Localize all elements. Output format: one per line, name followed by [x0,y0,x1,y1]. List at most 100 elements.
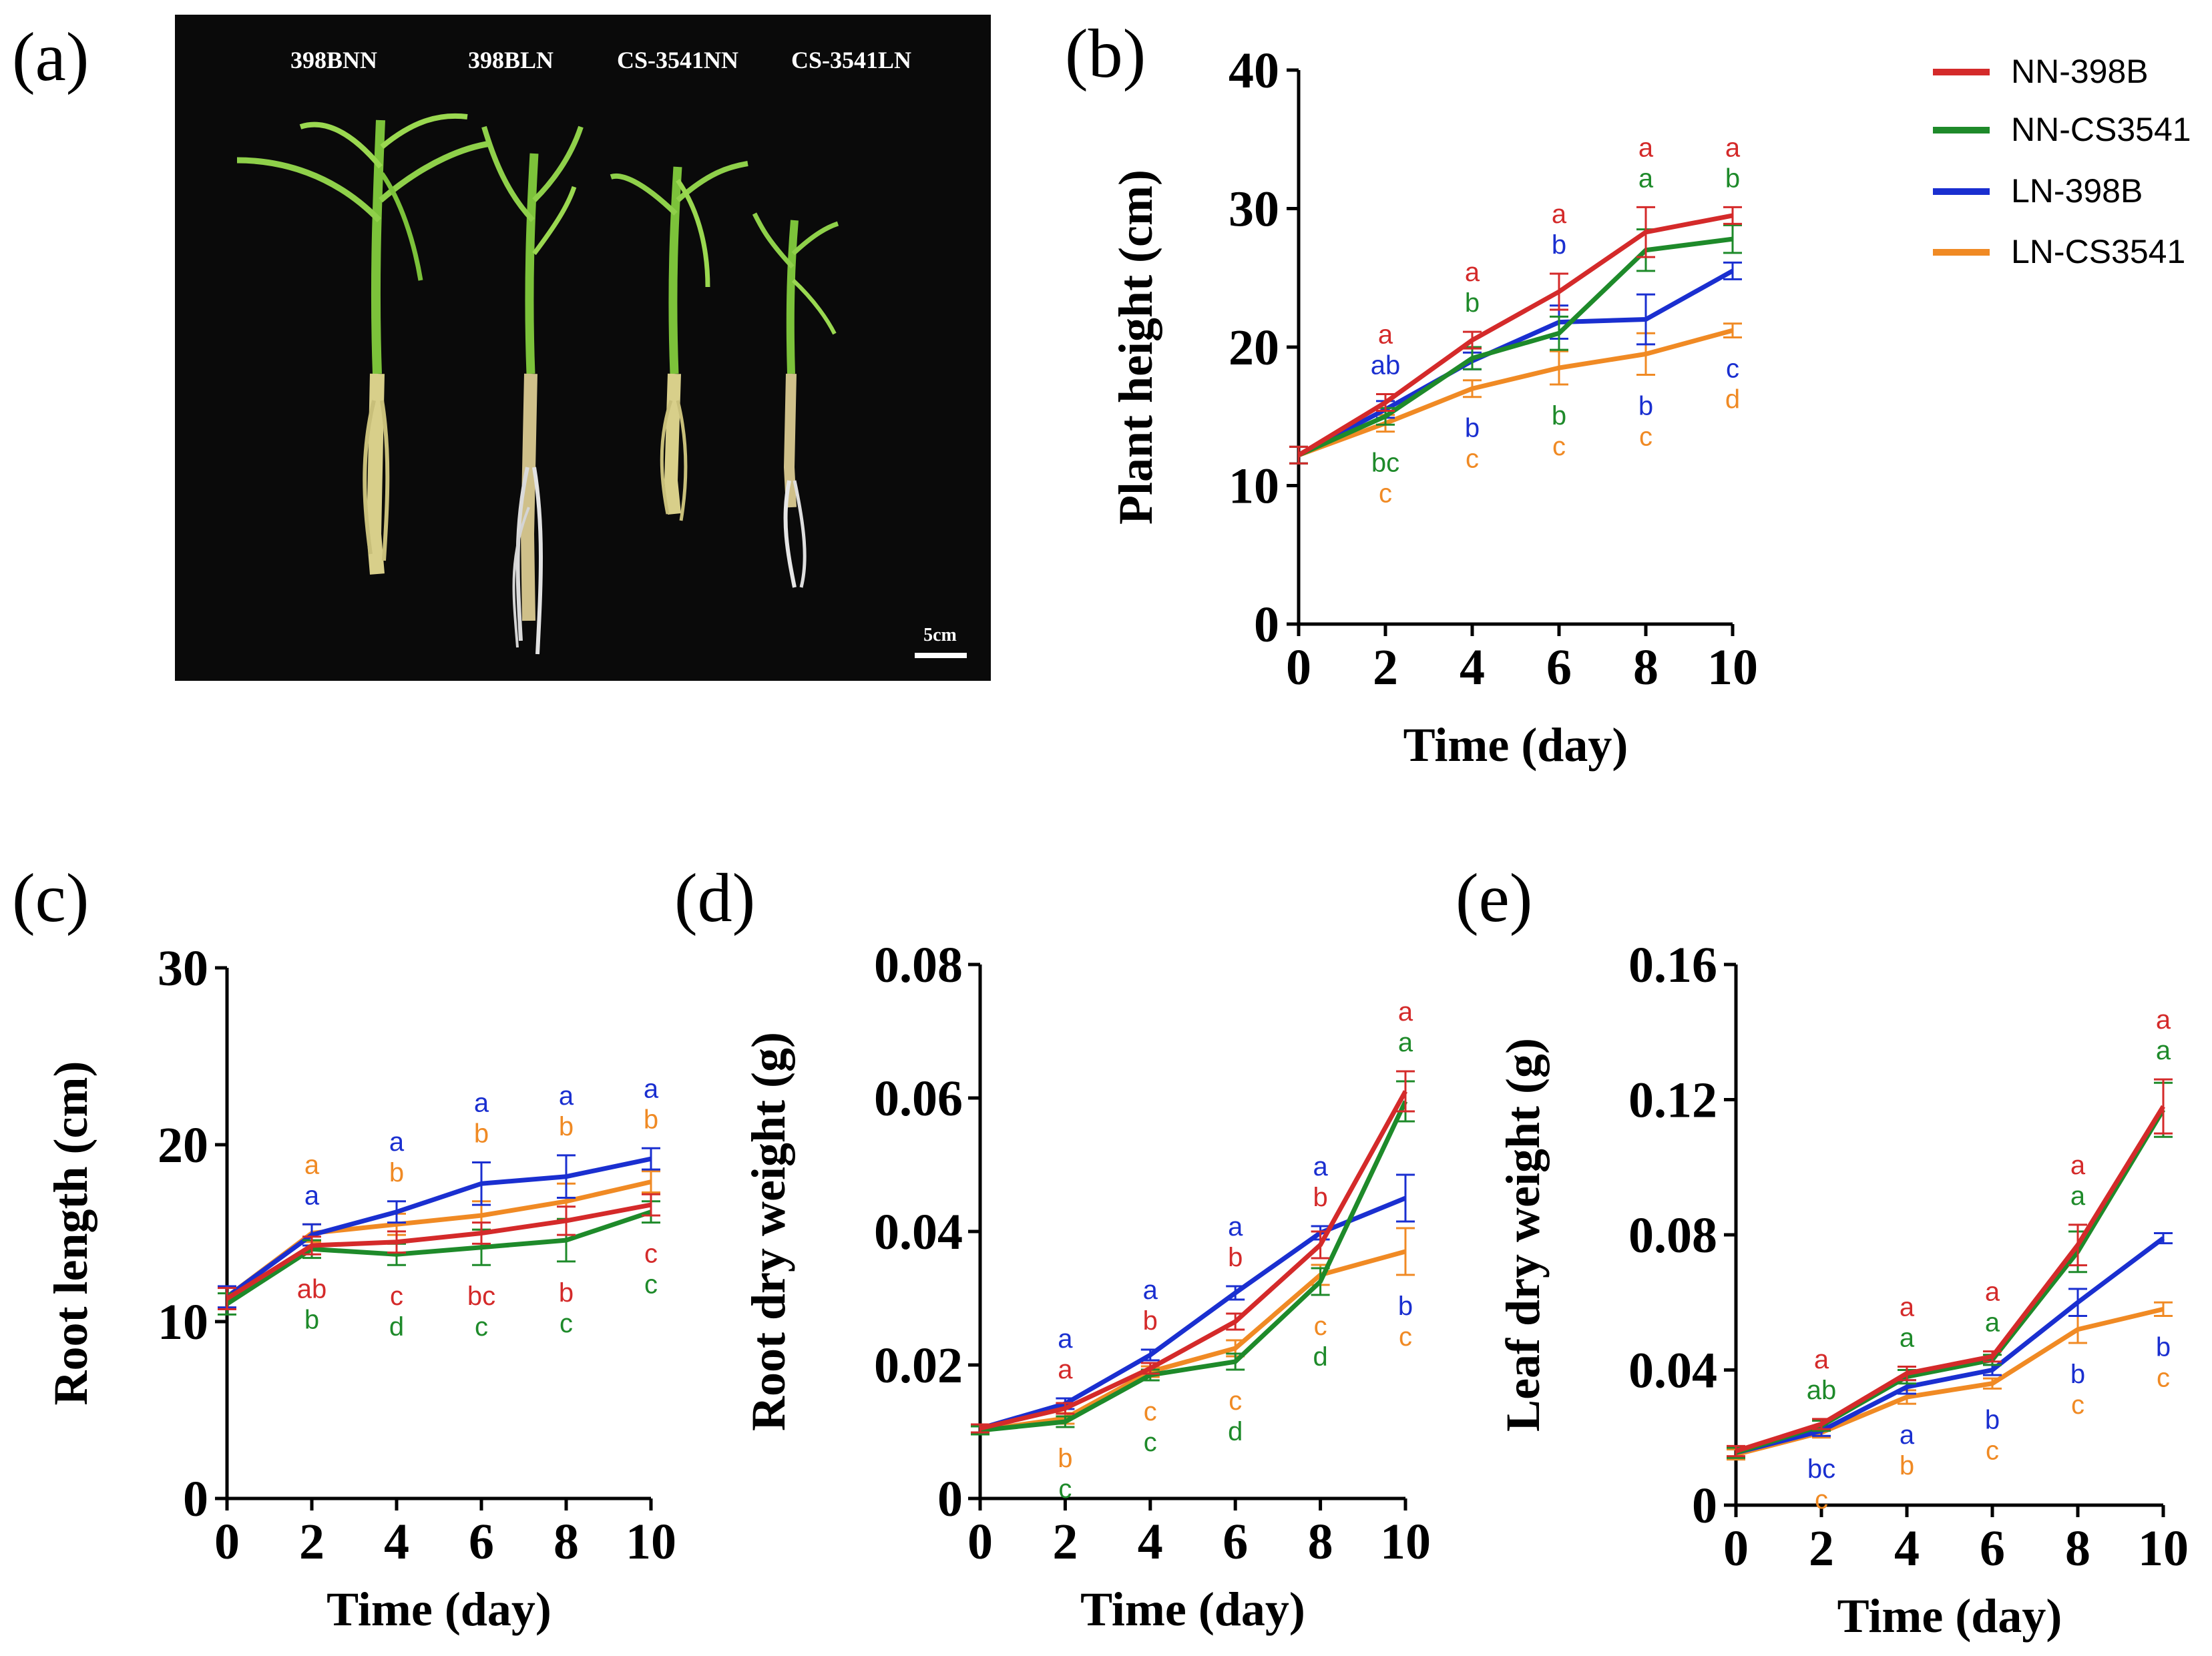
sig-letter: c [2071,1390,2084,1420]
legend-label-ln-cs3541: LN-CS3541 [2011,233,2185,270]
x-tick-label-c: 10 [626,1514,676,1570]
y-tick-label-d: 0.08 [874,937,963,993]
scale-bar [915,653,967,658]
x-tick-label-e: 8 [2065,1521,2090,1577]
x-axis-title-d: Time (day) [1080,1583,1305,1636]
sig-letter: a [2070,1151,2086,1180]
sig-letter: a [1900,1292,1915,1322]
x-tick-label-e: 10 [2138,1521,2189,1577]
y-tick-label-e: 0.12 [1628,1073,1717,1129]
sig-letter: c [560,1309,573,1338]
x-axis-title-e: Time (day) [1837,1589,2062,1643]
sig-letter: a [1378,320,1393,350]
sig-letter: bc [467,1282,495,1311]
sig-letter: c [475,1312,488,1342]
x-tick-label-d: 10 [1380,1514,1431,1570]
y-axis-title-d: Root dry weight (g) [742,1032,795,1431]
series-e-ln-398b [1727,1231,2173,1459]
y-tick-label-d: 0.06 [874,1071,963,1127]
panel-label-b: (b) [1065,15,1146,92]
chart-c: (c) 0 10 20 30 0 2 4 6 8 10 Time (day) Root length (… [12,860,676,1636]
y-axis-title-e: Leaf dry weight (g) [1496,1038,1550,1432]
sig-letter: bc [1807,1454,1835,1484]
x-tick-label-c: 0 [214,1514,240,1570]
sig-letter: b [474,1119,489,1149]
y-tick-label-c: 10 [158,1294,208,1350]
photo-label-398bnn: 398BNN [290,47,377,73]
sig-letter: a [304,1181,320,1210]
sig-letter: a [474,1089,489,1118]
x-tick-label-b: 8 [1633,639,1658,696]
legend-label-nn-398b: NN-398B [2011,53,2149,90]
sig-letter: c [1058,1474,1072,1504]
x-axis-title-c: Time (day) [326,1583,551,1636]
y-tick-label-b: 20 [1229,320,1279,376]
sig-letter: b [1985,1405,2000,1434]
sig-letter: c [1399,1322,1412,1352]
sig-letter: a [1552,200,1567,229]
sig-letter: c [1726,354,1739,383]
legend: NN-398B NN-CS3541 LN-398B LN-CS3541 [1933,53,2191,270]
plant-cs3541ln [752,212,839,588]
x-tick-label-d: 2 [1052,1514,1078,1570]
series-e-nn-cs3541 [1727,1081,2173,1459]
sig-letter: a [1058,1324,1073,1354]
x-tick-label-e: 0 [1723,1521,1749,1577]
sig-letter: d [1313,1342,1327,1372]
photo-label-cs3541nn: CS-3541NN [617,47,738,73]
sig-letter: a [1228,1212,1243,1241]
x-tick-label-c: 4 [384,1514,409,1570]
sig-letter: a [1313,1152,1328,1181]
panel-label-a: (a) [12,19,89,95]
sig-letter: ab [297,1275,327,1304]
sig-letter: b [559,1278,574,1308]
series-line [979,1195,1407,1431]
sig-letter: b [2070,1360,2085,1389]
sig-letter: b [1313,1183,1327,1212]
sig-letter: bc [1371,449,1399,478]
sig-letter: b [2156,1333,2171,1362]
series-d-ln-398b [971,1173,1415,1434]
series-line [1297,236,1733,458]
x-tick-label-b: 4 [1460,639,1485,696]
series-line [1297,268,1734,457]
series-e-nn-398b [1727,1078,2173,1458]
sig-letter: b [559,1112,574,1141]
x-tick-label-b: 6 [1546,639,1572,696]
sig-letter: b [644,1105,658,1134]
sig-letter: b [1900,1451,1914,1480]
sig-letter: a [2156,1036,2171,1065]
panel-label-c: (c) [12,860,89,936]
sig-letter: a [644,1074,659,1103]
x-tick-label-b: 2 [1373,639,1398,696]
plant-photo: 398BNN 398BLN CS-3541NN CS-3541LN [175,15,991,681]
sig-letter: c [1144,1397,1157,1426]
series-b-nn-398b [1289,206,1742,465]
x-tick-label-e: 6 [1980,1521,2005,1577]
sig-letter: c [644,1239,658,1269]
sig-letter: c [1639,423,1652,452]
sig-letter: a [1900,1323,1915,1352]
sig-letter: c [390,1282,403,1311]
plant-398bnn [236,113,491,575]
x-axis-title-b: Time (day) [1403,718,1628,772]
sig-letter: a [1638,133,1654,162]
sig-letter: c [1229,1386,1242,1416]
series-line [226,1209,652,1306]
sig-letter: c [1314,1312,1327,1341]
series-line [1735,1105,2165,1454]
sig-letter: b [1465,414,1480,443]
x-tick-label-c: 8 [554,1514,579,1570]
x-tick-label-c: 6 [469,1514,494,1570]
sig-letter: c [1144,1428,1157,1457]
sig-letter: a [1058,1355,1073,1384]
x-tick-label-b: 10 [1707,639,1758,696]
sig-letter: c [1379,479,1392,509]
sig-letter: a [1725,133,1741,162]
series-line [1735,1108,2165,1455]
chart-b: (b) 0 10 20 30 40 0 2 4 6 8 10 Time (day) Plant heigh… [1065,15,1758,772]
x-tick-label-b: 0 [1286,639,1311,696]
photo-label-398bln: 398BLN [468,47,554,73]
series-line [1297,328,1733,458]
